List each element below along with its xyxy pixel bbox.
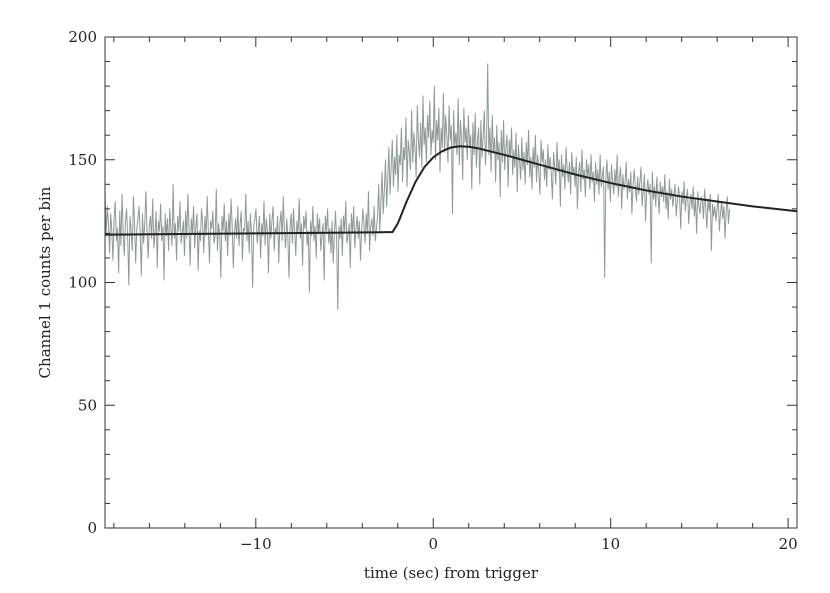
x-tick-label: 10 [601,535,620,553]
x-axis-label: time (sec) from trigger [364,564,539,582]
y-axis-label: Channel 1 counts per bin [36,186,54,378]
data-layer [105,63,731,310]
axes-layer [104,36,798,529]
x-tick-label: 20 [779,535,798,553]
y-tick-label: 100 [68,274,97,292]
x-tick-label: −10 [240,535,272,553]
y-tick-label: 150 [68,151,97,169]
series-observed-counts [105,63,731,310]
y-tick-label: 200 [68,28,97,46]
labels-layer: time (sec) from trigger Channel 1 counts… [36,28,798,582]
fit-layer [105,145,797,236]
y-tick-label: 50 [78,396,97,414]
y-tick-label: 0 [87,519,97,537]
x-tick-label: 0 [428,535,438,553]
series-fit-curve [105,145,797,236]
